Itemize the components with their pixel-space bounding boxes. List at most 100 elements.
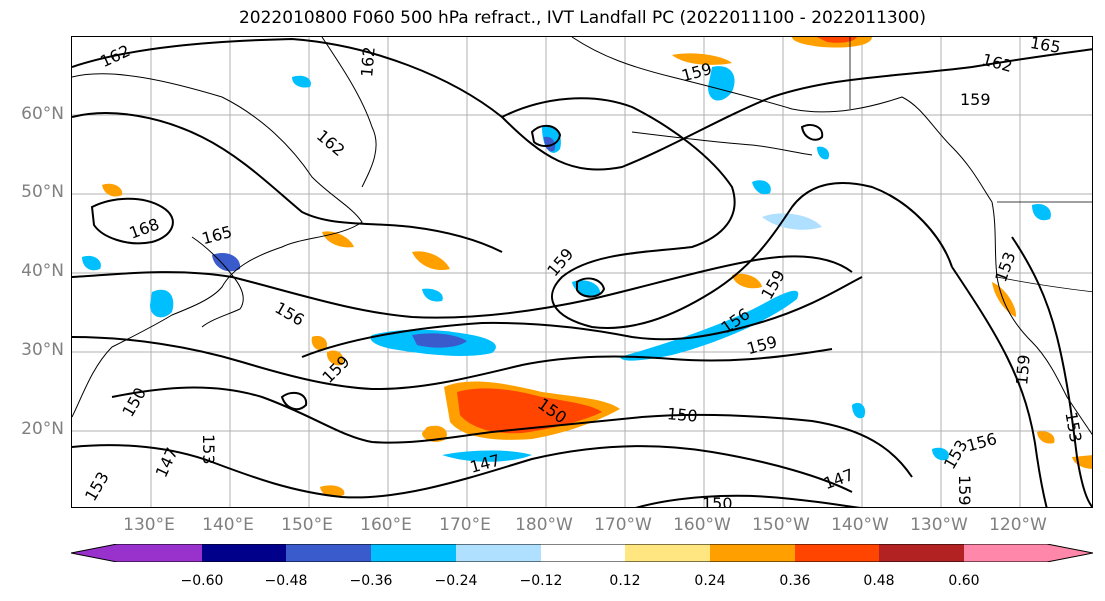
positive-anomaly-patch — [672, 53, 732, 65]
colorbar-segment — [541, 544, 625, 562]
colorbar-segment — [1047, 544, 1093, 562]
lat-label-50n: 50°N — [21, 182, 64, 202]
contour-label: 159 — [960, 90, 991, 109]
height-contours — [72, 37, 1092, 507]
colorbar-segment — [202, 544, 286, 562]
contour-label: 159 — [745, 332, 779, 358]
positive-anomaly-patch — [422, 425, 447, 442]
lon-label-120w: 120°W — [989, 515, 1047, 535]
aleutian-islands — [631, 131, 813, 156]
contour-label: 147 — [152, 445, 182, 481]
north-america-coastline — [991, 201, 1092, 435]
positive-anomaly-patch — [732, 273, 762, 289]
colorbar-tick-label: −0.48 — [264, 573, 308, 589]
negative-anomaly-patch — [442, 450, 532, 462]
lon-label-150w: 150°W — [752, 515, 810, 535]
contour-label: 159 — [955, 475, 974, 506]
graticule — [72, 37, 1092, 507]
colorbar-segment — [117, 544, 202, 562]
negative-anomaly-patch — [82, 255, 101, 271]
contour-label: 159 — [679, 59, 713, 85]
colorbar-tick-label: 0.60 — [948, 573, 980, 589]
contour-150 — [111, 386, 913, 478]
colorbar-segment — [371, 544, 456, 562]
colorbar-segment — [286, 544, 371, 562]
colorbar-segment — [456, 544, 541, 562]
lon-label-150e: 150°E — [281, 515, 333, 535]
contour-label: 153 — [1061, 410, 1085, 443]
colorbar-segment — [71, 544, 117, 562]
map-svg: 162 162 162 165 159 159 162 168 165 159 … — [72, 37, 1092, 508]
negative-anomaly-patch — [932, 447, 949, 461]
negative-anomaly-patch — [817, 146, 830, 160]
positive-anomaly-patch — [322, 231, 354, 248]
negative-anomaly-patch — [852, 402, 866, 419]
positive-anomaly-patch — [102, 183, 123, 197]
contour-label: 159 — [318, 352, 353, 387]
negative-anomaly-patch — [620, 290, 799, 361]
colorbar-tick-label: 0.24 — [694, 573, 726, 589]
positive-anomaly-patch — [817, 37, 857, 43]
contour-label: 150 — [666, 404, 698, 426]
contour-label: 147 — [821, 465, 856, 493]
contour-162-north — [72, 37, 1092, 171]
kamchatka-coastline — [321, 37, 377, 188]
colorbar-tick-label: 0.36 — [779, 573, 811, 589]
positive-anomaly-patch — [311, 335, 328, 351]
colorbar-segment — [710, 544, 795, 562]
colorbar-segment — [795, 544, 879, 562]
lon-label-140e: 140°E — [202, 515, 254, 535]
negative-anomaly-patch — [708, 66, 735, 101]
colorbar-tick-label: −0.60 — [180, 573, 224, 589]
negative-anomaly-patch — [150, 289, 174, 318]
contour-east-coast-2 — [1011, 236, 1092, 507]
colorbar-segment — [625, 544, 710, 562]
negative-anomaly-patch — [752, 180, 771, 195]
positive-anomaly-core — [457, 388, 602, 434]
coastlines — [72, 37, 1092, 435]
contour-east-coast — [951, 266, 1048, 507]
negative-anomaly-patch — [292, 75, 311, 88]
contour-label: 150 — [118, 384, 150, 420]
lon-label-130w: 130°W — [910, 515, 968, 535]
colorbar-tick-label: −0.24 — [434, 573, 478, 589]
contour-label: 156 — [272, 298, 308, 330]
positive-anomaly-patch — [1072, 455, 1092, 469]
alaska-coastline — [571, 37, 993, 203]
colorbar-tick-label: −0.36 — [349, 573, 393, 589]
contour-closed-small — [280, 391, 308, 411]
contour-159-center — [501, 97, 953, 329]
contour-label: 159 — [543, 244, 577, 280]
contour-label: 162 — [97, 41, 133, 71]
contour-153 — [72, 336, 833, 391]
lon-label-180w: 180°W — [515, 515, 573, 535]
contour-label: 159 — [1012, 354, 1034, 386]
map-panel: 162 162 162 165 159 159 162 168 165 159 … — [71, 36, 1093, 508]
contour-label: 153 — [81, 468, 113, 504]
contour-159-band — [301, 276, 863, 358]
contour-label: 150 — [702, 494, 733, 508]
map-title: 2022010800 F060 500 hPa refract., IVT La… — [238, 8, 926, 28]
contour-label: 162 — [980, 50, 1014, 76]
lon-label-160w: 160°W — [673, 515, 731, 535]
lat-label-40n: 40°N — [21, 261, 64, 281]
lat-label-30n: 30°N — [21, 340, 64, 360]
lon-label-140w: 140°W — [831, 515, 889, 535]
contour-147 — [72, 444, 853, 499]
negative-anomaly-patch — [212, 252, 241, 272]
positive-anomaly-patch — [992, 282, 1017, 317]
contour-150-south — [635, 494, 862, 507]
lat-label-20n: 20°N — [21, 419, 64, 439]
contour-closed-small — [530, 124, 562, 148]
asia-coastline — [72, 73, 363, 418]
colorbar-segment — [964, 544, 1047, 562]
contour-label: 168 — [127, 214, 162, 242]
negative-anomaly-patch — [422, 288, 443, 302]
contour-168 — [90, 197, 174, 245]
contour-label: 153 — [199, 434, 218, 465]
contour-closed-small — [800, 124, 824, 141]
contour-165-northwest — [72, 112, 503, 253]
colorbar-tick-label: −0.12 — [519, 573, 563, 589]
positive-anomaly-patch — [326, 350, 344, 366]
contour-label: 165 — [200, 222, 234, 248]
